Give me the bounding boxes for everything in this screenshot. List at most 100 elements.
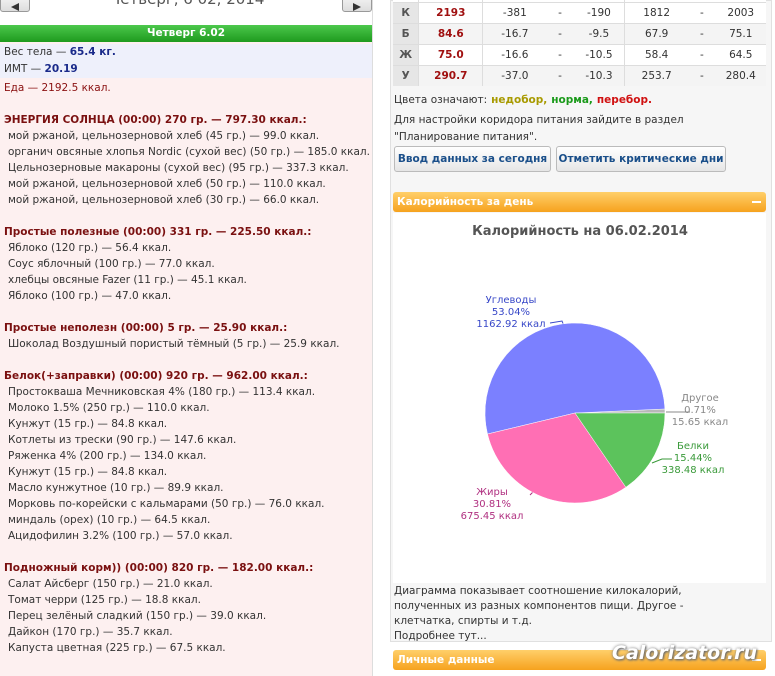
calories-panel-title: Калорийность за день [397,196,534,208]
meal-item: миндаль (орех) (10 гр.) — 64.5 ккал. [8,514,211,526]
meal-item: Кунжут (15 гр.) — 84.8 ккал. [8,418,168,430]
meal-item: Соус яблочный (100 гр.) — 77.0 ккал. [8,258,215,270]
corridor-cell: 84.6 [418,23,483,44]
header-cell: Коридор [624,0,766,2]
corridor-cell: Б [393,23,419,44]
weight-label: Вес тела — [4,46,67,58]
corridor-cell: -37.0 [482,65,547,86]
corridor-cell: У [393,65,419,86]
corridor-cell: 2003 [727,6,755,19]
weight: Вес тела — 65.4 кг. [4,46,116,58]
corridor-cell: -381 [482,2,547,23]
corridor-cell: 75.0 [418,44,483,65]
slice-percent: 30.81% [473,499,511,510]
legend-item: перебор. [596,94,652,106]
enter-data-button[interactable]: Ввод данных за сегодня [394,146,551,172]
nav-bar [0,0,372,25]
more-link[interactable]: Подробнее тут... [394,630,487,642]
corridor-cell: К [393,2,419,23]
meal-item: мой ржаной, цельнозерновой хлеб (30 гр.)… [8,194,320,206]
meal-item: Цельнозерновые макароны (сухой вес) (95 … [8,162,349,174]
meal-item: Котлеты из трески (90 гр.) — 147.6 ккал. [8,434,237,446]
corridor-cell: - [699,27,704,40]
slice-kcal: 15.65 ккал [672,417,728,428]
corridor-cell: Ж [393,44,419,65]
corridor-cell: - [558,69,562,82]
personal-panel-title: Личные данные [397,654,495,666]
pie-slice [484,322,666,435]
meal-title: Белок(+заправки) (00:00) 920 гр. — 962.0… [4,370,308,382]
header-row: СъеденоОсталосьКоридор [393,0,766,2]
hint: Для настройки коридора питания зайдите в… [394,114,684,143]
collapse-icon[interactable] [752,659,761,661]
meal-item: органич овсяные хлопья Nordic (сухой вес… [8,146,370,158]
corridor-cell: 1812 [624,2,689,23]
meal-item: мой ржаной, цельнозерновой хлеб (45 гр.)… [8,130,320,142]
corridor-cell: -9.5 [588,27,610,40]
personal-panel-header: Личные данные [393,650,766,670]
legend-label: Цвета означают: [394,94,488,106]
corridor-cell: - [699,69,704,82]
meal-item: Простокваша Мечниковская 4% (180 гр.) — … [8,386,316,398]
meal-item: Дайкон (170 гр.) — 35.7 ккал. [8,626,173,638]
corridor-cell: -10.3 [585,69,613,82]
slice-name: Другое [681,393,719,404]
meal-item: Молоко 1.5% (250 гр.) — 110.0 ккал. [8,402,210,414]
slice-percent: 0.71% [684,405,716,416]
critical-days-button[interactable]: Отметить критические дни [556,146,726,172]
meal-item: Масло кунжутное (10 гр.) — 89.9 ккал. [8,482,224,494]
nav-date: Четверг, 6 02, 2014 [110,0,264,8]
diary-panel [0,0,373,676]
corridor-table: СъеденоОсталосьКоридорК2193-381--1901812… [393,0,766,86]
legend-item: норма, [551,94,593,106]
calories-panel-header: Калорийность за день [393,192,766,212]
chart-title: Калорийность на 06.02.2014 [472,224,688,239]
bmi-value: 20.19 [44,63,78,75]
slice-percent: 53.04% [492,307,530,318]
header-cell: Съедено [418,0,483,2]
weight-value: 65.4 кг. [69,46,116,58]
corridor-cell: -16.6 [482,44,547,65]
meal-item: Яблоко (100 гр.) — 47.0 ккал. [8,290,172,302]
corridor-cell: 290.7 [418,65,483,86]
bmi: ИМТ — 20.19 [4,63,78,75]
corridor-cell: 2193 [418,2,483,23]
corridor-cell: - [699,6,704,19]
meal-item: Капуста цветная (225 гр.) — 67.5 ккал. [8,642,226,654]
meal-item: Томат черри (125 гр.) — 18.8 ккал. [8,594,201,606]
pie-slice [487,412,627,504]
food-total: Еда — 2192.5 ккал. [4,82,111,94]
collapse-icon[interactable] [752,201,761,203]
meal-item: хлебцы овсяные Fazer (11 гр.) — 45.1 кка… [8,274,247,286]
pie-chart: Калорийность на 06.02.2014 Другое0.71%15… [461,224,729,522]
slice-percent: 15.44% [674,453,712,464]
slice-kcal: 675.45 ккал [461,511,524,522]
corridor-cell: - [699,48,704,61]
meal-item: Шоколад Воздушный пористый тёмный (5 гр.… [8,338,340,350]
meal-title: ЭНЕРГИЯ СОЛНЦА (00:00) 270 гр. — 797.30 … [4,114,307,126]
slice-name: Белки [677,441,709,452]
meal-item: Ряженка 4% (200 гр.) — 134.0 ккал. [8,450,207,462]
next-button[interactable] [342,0,372,12]
meal-title: Простые полезные (00:00) 331 гр. — 225.5… [4,226,312,238]
corridor-row: К 2193 -381- -190 1812-2003 [393,2,766,23]
corridor-cell: 67.9 [624,23,689,44]
slice-kcal: 338.48 ккал [662,465,725,476]
corridor-row: Б 84.6 -16.7- -9.5 67.9-75.1 [393,23,766,44]
body-box [0,44,372,78]
corridor-cell: 64.5 [729,48,753,61]
corridor-cell: 253.7 [624,65,689,86]
prev-button[interactable] [0,0,30,12]
legend-item: недобор, [491,94,548,106]
slice-name: Углеводы [486,295,537,306]
description-text: Диаграмма показывает соотношение килокал… [394,585,684,627]
description: Диаграмма показывает соотношение килокал… [394,584,744,644]
meal-item: Морковь по-корейски с кальмарами (50 гр.… [8,498,325,510]
meal-item: Салат Айсберг (150 гр.) — 21.0 ккал. [8,578,213,590]
corridor-cell: 75.1 [729,27,753,40]
corridor-cell: - [558,27,562,40]
day-header: Четверг 6.02 [0,25,372,42]
pie-slice [574,412,666,488]
corridor-cell: - [558,48,562,61]
